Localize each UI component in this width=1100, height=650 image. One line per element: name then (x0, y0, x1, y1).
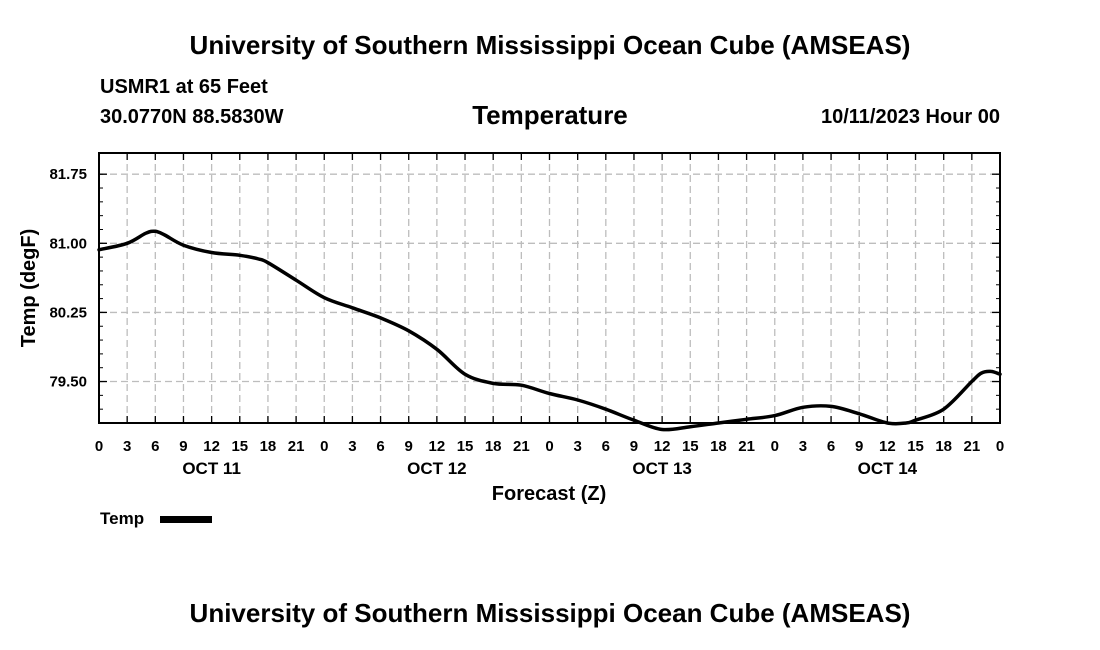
x-tick-label: 18 (260, 438, 277, 455)
forecast-datetime: 10/11/2023 Hour 00 (820, 106, 1000, 128)
x-tick-label: 3 (348, 438, 356, 455)
x-tick-label: 12 (429, 438, 446, 455)
grid (99, 153, 1000, 423)
x-tick-label: 3 (799, 438, 807, 455)
x-tick-label: 18 (710, 438, 727, 455)
x-tick-label: 0 (95, 438, 103, 455)
x-tick-label: 9 (179, 438, 187, 455)
x-tick-label: 0 (545, 438, 553, 455)
x-tick-label: 21 (288, 438, 305, 455)
legend-swatch (160, 516, 212, 523)
x-axis-title: Forecast (Z) (492, 483, 606, 505)
x-tick-label: 21 (513, 438, 530, 455)
station-label: USMR1 at 65 Feet (100, 76, 268, 98)
x-tick-label: 6 (827, 438, 835, 455)
plot-frame (98, 152, 1001, 424)
x-tick-label: 12 (654, 438, 671, 455)
x-tick-label: 9 (405, 438, 413, 455)
x-tick-label: 18 (485, 438, 502, 455)
x-tick-label: 9 (855, 438, 863, 455)
y-tick-label: 81.75 (49, 166, 87, 183)
axis-labels: 0 3 6 9 12 15 18 21 0 3 6 9 12 15 18 21 0 3 6 9 12 15 18 21 0 3 6 9… (49, 166, 1004, 478)
x-day-label: OCT 13 (632, 459, 692, 478)
x-tick-label: 12 (203, 438, 220, 455)
x-day-label: OCT 14 (858, 459, 918, 478)
x-tick-label: 0 (320, 438, 328, 455)
x-tick-label: 9 (630, 438, 638, 455)
x-tick-label: 6 (151, 438, 159, 455)
station-coordinates: 30.0770N 88.5830W (100, 106, 284, 128)
x-tick-label: 15 (907, 438, 924, 455)
x-tick-label: 21 (964, 438, 981, 455)
x-tick-label: 15 (231, 438, 248, 455)
x-tick-label: 21 (738, 438, 755, 455)
y-tick-label: 80.25 (49, 304, 87, 321)
x-tick-label: 18 (935, 438, 952, 455)
chart-title: Temperature (472, 100, 628, 130)
x-tick-label: 12 (879, 438, 896, 455)
y-axis-title: Temp (degF) (18, 229, 40, 348)
x-day-label: OCT 11 (182, 459, 241, 478)
y-tick-label: 81.00 (49, 235, 87, 252)
chart-header-title: University of Southern Mississippi Ocean… (189, 30, 911, 60)
x-tick-label: 6 (602, 438, 610, 455)
x-tick-label: 0 (771, 438, 779, 455)
x-day-label: OCT 12 (407, 459, 467, 478)
x-tick-label: 3 (573, 438, 581, 455)
x-tick-label: 3 (123, 438, 131, 455)
x-tick-label: 15 (682, 438, 699, 455)
chart-footer-title: University of Southern Mississippi Ocean… (189, 598, 911, 628)
legend-label: Temp (100, 509, 145, 528)
y-tick-label: 79.50 (49, 374, 87, 391)
x-tick-label: 15 (457, 438, 474, 455)
x-tick-label: 6 (376, 438, 384, 455)
x-tick-label: 0 (996, 438, 1004, 455)
